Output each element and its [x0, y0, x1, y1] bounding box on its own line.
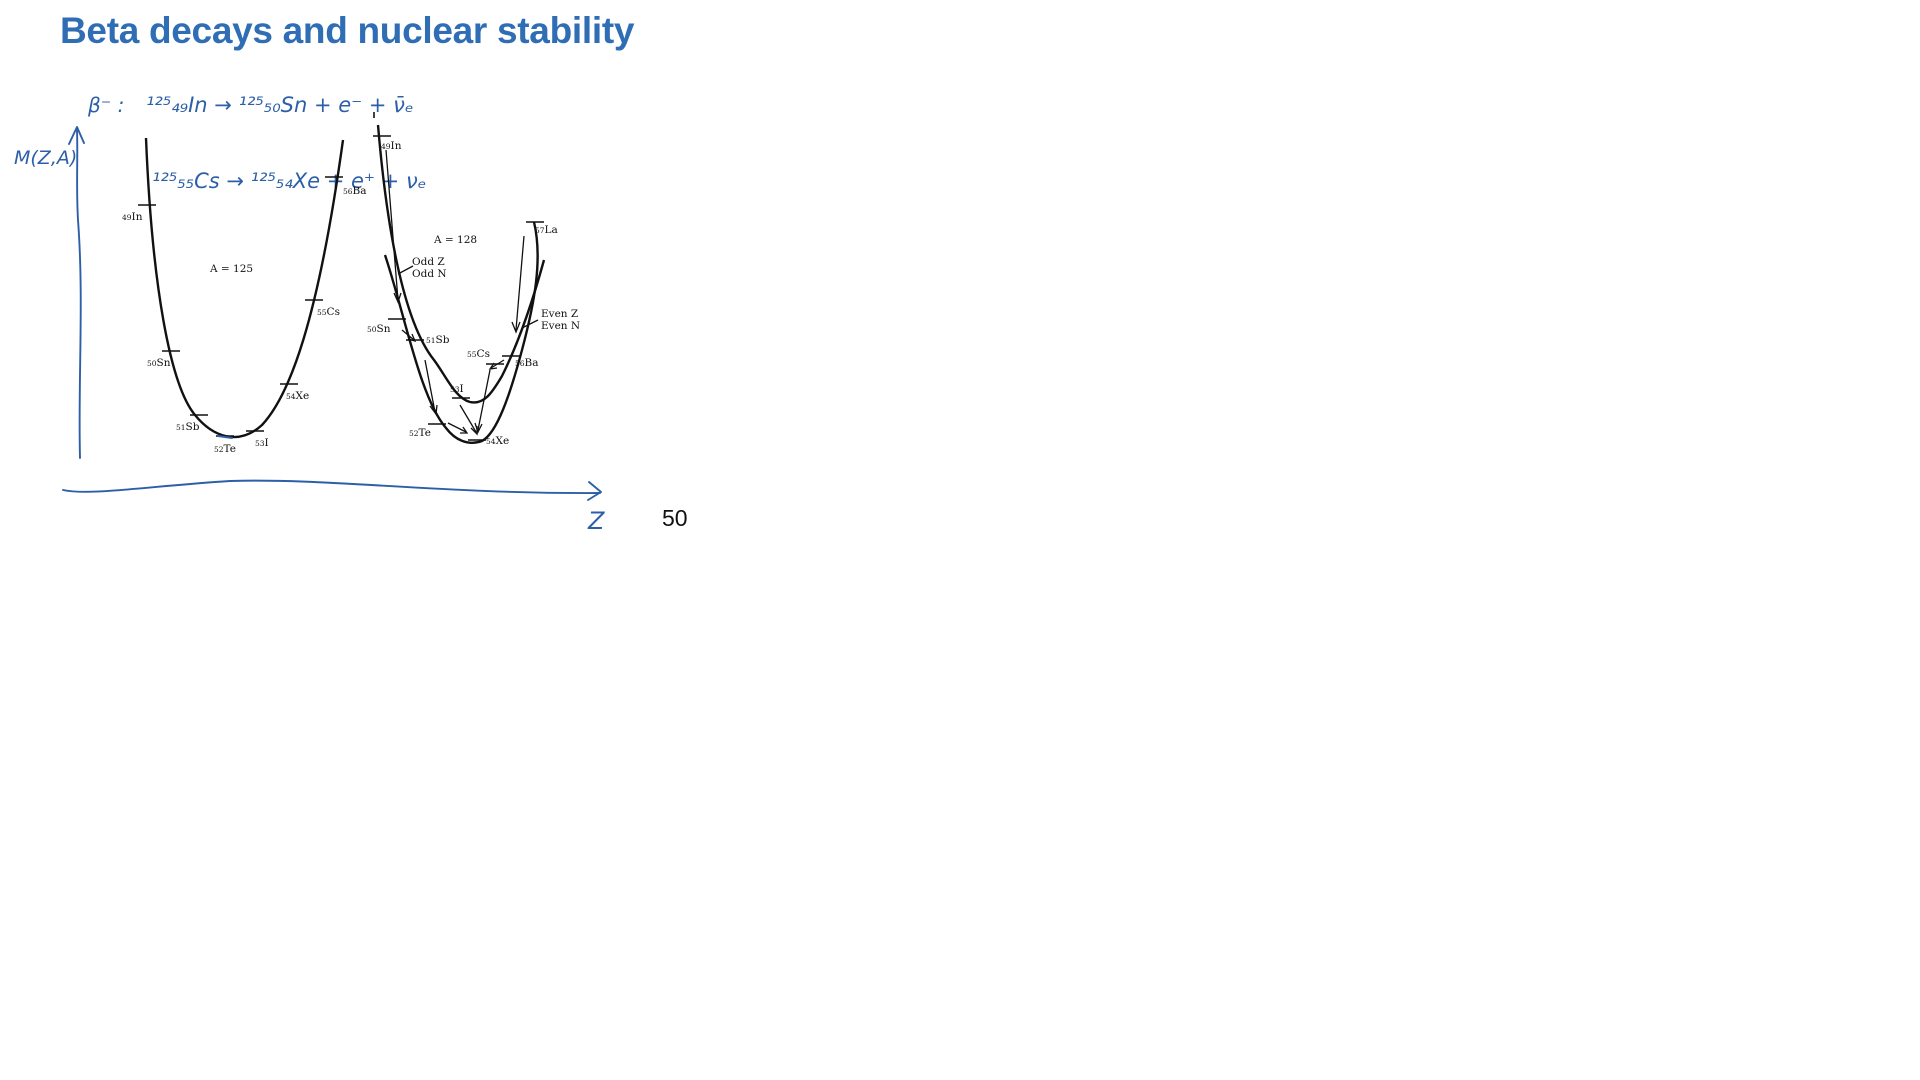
- nuclide-label-a125-ba: 56Ba: [343, 185, 367, 197]
- y-axis-line: [76, 129, 82, 459]
- odd-z-label: Odd Z: [412, 256, 445, 268]
- equation-2: ¹²⁵₅₅Cs → ¹²⁵₅₄Xe + e⁺ + νₑ: [152, 169, 426, 193]
- a128-even-parabola: [383, 221, 539, 444]
- beta-minus-label: β⁻ :: [87, 93, 124, 117]
- x-axis-line: [62, 479, 601, 494]
- x-axis-label: Z: [587, 507, 605, 535]
- equation-1: ¹²⁵₄₉In → ¹²⁵₅₀Sn + e⁻ + ν̄ₑ: [146, 93, 414, 117]
- nuclide-label-a125-cs: 55Cs: [317, 306, 340, 318]
- a128-mass-label: A = 128: [433, 234, 477, 246]
- nuclide-label-a125-xe: 54Xe: [286, 390, 309, 402]
- slide-title: Beta decays and nuclear stability: [60, 10, 635, 51]
- y-axis-label: M(Z,A): [14, 147, 77, 169]
- nuclide-label-a128-cs: 55Cs: [467, 348, 490, 360]
- even-n-label: Even N: [541, 320, 580, 332]
- nuclide-label-a128-in: 49In: [381, 140, 402, 152]
- nuclide-label-a128-sn: 50Sn: [367, 323, 391, 335]
- nuclide-label-a125-te: 52Te: [214, 443, 236, 455]
- nuclide-label-a128-sb: 51Sb: [426, 334, 450, 346]
- nuclide-label-a125-in: 49In: [122, 211, 143, 223]
- decay-arrows: [385, 149, 525, 436]
- even-z-label: Even Z: [541, 308, 578, 320]
- a128-pointers: [397, 265, 539, 329]
- a125-mass-label: A = 125: [209, 263, 253, 275]
- te-decay-mark: [217, 435, 233, 439]
- page-number: 50: [662, 505, 688, 531]
- nuclide-label-a125-sn: 50Sn: [147, 357, 171, 369]
- x-axis-arrowhead: [587, 481, 602, 501]
- nuclide-label-a125-i: 53I: [255, 437, 269, 449]
- a125-ticks: [138, 176, 343, 437]
- nuclide-label-a128-la: 57La: [535, 224, 558, 236]
- y-axis-arrowhead: [68, 126, 85, 145]
- odd-n-label: Odd N: [412, 268, 447, 280]
- nuclide-label-a128-ba: 56Ba: [515, 357, 539, 369]
- nuclide-label-a128-te: 52Te: [409, 427, 431, 439]
- nuclide-label-a128-i: 53I: [450, 383, 464, 395]
- a128-odd-parabola: [376, 124, 546, 404]
- nuclide-label-a125-sb: 51Sb: [176, 421, 200, 433]
- nuclide-label-a128-xe: 54Xe: [486, 435, 509, 447]
